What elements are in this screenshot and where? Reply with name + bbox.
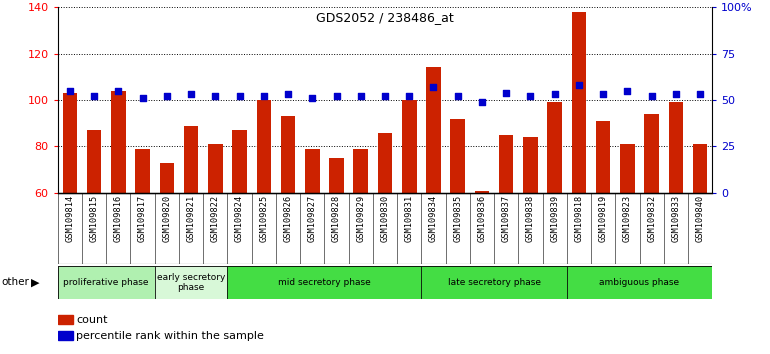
Point [645, 93, 658, 99]
Bar [571, 12, 586, 193]
Bar [421, 266, 567, 299]
Bar [644, 114, 659, 193]
Point [670, 92, 682, 97]
Point [548, 92, 561, 97]
Text: GSM109838: GSM109838 [526, 195, 535, 242]
Point [355, 93, 367, 99]
Text: GSM109823: GSM109823 [623, 195, 632, 242]
Bar [402, 100, 417, 193]
Point [573, 82, 585, 88]
Point [258, 93, 270, 99]
Text: GSM109832: GSM109832 [647, 195, 656, 242]
Text: GSM109833: GSM109833 [671, 195, 681, 242]
Bar [233, 130, 247, 193]
Point [112, 88, 125, 93]
Bar [330, 158, 343, 193]
Text: ▶: ▶ [31, 277, 39, 287]
Bar [523, 137, 537, 193]
Point [524, 93, 537, 99]
Text: GDS2052 / 238486_at: GDS2052 / 238486_at [316, 11, 454, 24]
Text: GSM109826: GSM109826 [283, 195, 293, 242]
Point [427, 84, 440, 90]
Point [282, 92, 294, 97]
Point [597, 92, 609, 97]
Text: GSM109820: GSM109820 [162, 195, 172, 242]
Text: GSM109829: GSM109829 [357, 195, 365, 242]
Bar [668, 102, 683, 193]
Text: GSM109824: GSM109824 [235, 195, 244, 242]
Point [500, 90, 512, 96]
Text: early secretory
phase: early secretory phase [157, 273, 226, 292]
Bar [474, 190, 489, 193]
Point [64, 88, 76, 93]
Bar [499, 135, 514, 193]
Bar [427, 68, 440, 193]
Bar [159, 163, 174, 193]
Bar [227, 266, 421, 299]
Bar [111, 91, 126, 193]
Bar [596, 121, 611, 193]
Bar [305, 149, 320, 193]
Bar [58, 266, 155, 299]
Point [233, 93, 246, 99]
Bar [378, 132, 392, 193]
Text: GSM109816: GSM109816 [114, 195, 123, 242]
Bar [62, 93, 77, 193]
Point [476, 99, 488, 105]
Point [88, 93, 100, 99]
Bar [281, 116, 296, 193]
Text: GSM109815: GSM109815 [89, 195, 99, 242]
Bar [87, 130, 102, 193]
Text: mid secretory phase: mid secretory phase [278, 278, 371, 287]
Point [379, 93, 391, 99]
Point [209, 93, 222, 99]
Point [694, 92, 706, 97]
Bar [184, 126, 199, 193]
Text: ambiguous phase: ambiguous phase [600, 278, 680, 287]
Bar [256, 100, 271, 193]
Text: count: count [76, 315, 108, 325]
Bar [208, 144, 223, 193]
Point [403, 93, 415, 99]
Point [451, 93, 464, 99]
Point [330, 93, 343, 99]
Point [161, 93, 173, 99]
Text: GSM109837: GSM109837 [502, 195, 511, 242]
Point [185, 92, 197, 97]
Bar [547, 102, 562, 193]
Point [136, 95, 149, 101]
Text: proliferative phase: proliferative phase [63, 278, 149, 287]
Text: percentile rank within the sample: percentile rank within the sample [76, 331, 264, 341]
Bar [693, 144, 708, 193]
Text: GSM109836: GSM109836 [477, 195, 487, 242]
Text: other: other [2, 277, 29, 287]
Text: GSM109835: GSM109835 [454, 195, 462, 242]
Text: GSM109819: GSM109819 [598, 195, 608, 242]
Text: GSM109839: GSM109839 [551, 195, 559, 242]
Bar [620, 144, 634, 193]
Text: GSM109825: GSM109825 [259, 195, 268, 242]
Text: GSM109818: GSM109818 [574, 195, 584, 242]
Text: GSM109830: GSM109830 [380, 195, 390, 242]
Text: GSM109831: GSM109831 [405, 195, 413, 242]
Bar [450, 119, 465, 193]
Bar [155, 266, 227, 299]
Text: GSM109827: GSM109827 [308, 195, 316, 242]
Bar [567, 266, 712, 299]
Bar [353, 149, 368, 193]
Text: GSM109828: GSM109828 [332, 195, 341, 242]
Text: GSM109834: GSM109834 [429, 195, 438, 242]
Bar [58, 315, 73, 324]
Point [621, 88, 634, 93]
Bar [136, 149, 150, 193]
Text: GSM109821: GSM109821 [186, 195, 196, 242]
Text: GSM109814: GSM109814 [65, 195, 75, 242]
Bar [58, 331, 73, 340]
Text: GSM109840: GSM109840 [695, 195, 705, 242]
Text: GSM109822: GSM109822 [211, 195, 219, 242]
Text: late secretory phase: late secretory phase [447, 278, 541, 287]
Text: GSM109817: GSM109817 [138, 195, 147, 242]
Point [306, 95, 319, 101]
